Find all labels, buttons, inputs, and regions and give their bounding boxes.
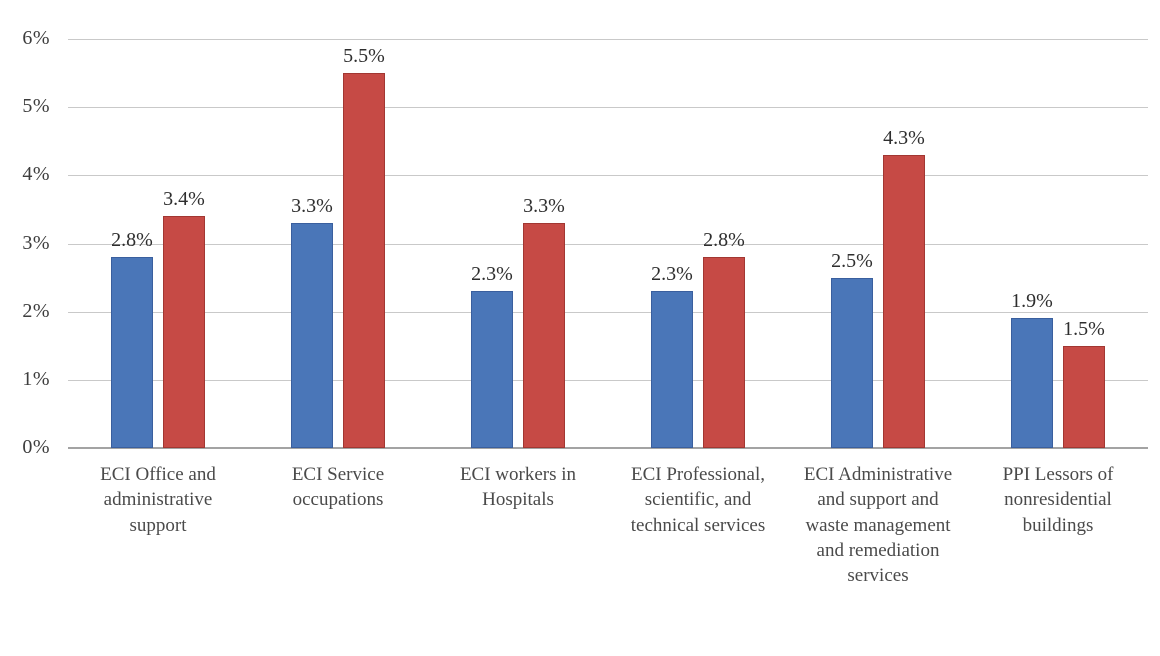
bar-red	[703, 257, 745, 448]
y-axis-tick-label: 4%	[22, 163, 50, 186]
gridline	[68, 107, 1148, 109]
gridline	[68, 243, 1148, 245]
bar-value-label: 2.3%	[471, 263, 513, 286]
bar-blue	[831, 277, 873, 448]
bar-value-label: 2.3%	[651, 263, 693, 286]
bar-red	[1063, 345, 1105, 448]
gridline	[68, 311, 1148, 313]
bar-value-label: 4.3%	[883, 126, 925, 149]
bar-value-label: 1.9%	[1011, 290, 1053, 313]
gridline	[68, 39, 1148, 40]
bar-value-label: 3.3%	[291, 195, 333, 218]
bar-value-label: 3.3%	[523, 195, 565, 218]
bar-value-label: 2.8%	[111, 229, 153, 252]
category-label: ECI Professional, scientific, and techni…	[630, 464, 766, 536]
bar-red	[883, 154, 925, 448]
y-axis-tick-label: 5%	[22, 95, 50, 118]
bar-value-label: 2.8%	[703, 229, 745, 252]
bar-red	[343, 73, 385, 448]
gridline	[68, 379, 1148, 381]
bar-value-label: 2.5%	[831, 249, 873, 272]
gridline	[68, 175, 1148, 177]
category-label: ECI Service occupations	[291, 464, 385, 511]
y-axis-tick-label: 0%	[22, 436, 50, 459]
bar-blue	[291, 223, 333, 448]
bar-blue	[651, 291, 693, 448]
category-label: PPI Lessors of nonresidential buildings	[1002, 464, 1114, 536]
bar-value-label: 5.5%	[343, 45, 385, 68]
bar-blue	[1011, 318, 1053, 448]
y-axis-tick-label: 1%	[22, 367, 50, 390]
y-axis-tick-label: 2%	[22, 299, 50, 322]
bar-blue	[471, 291, 513, 448]
bar-red	[523, 223, 565, 448]
x-axis-line	[68, 447, 1148, 449]
bar-red	[163, 216, 205, 448]
bar-value-label: 1.5%	[1063, 317, 1105, 340]
category-label: ECI workers in Hospitals	[459, 464, 577, 511]
x-axis-category-labels: ECI Office and administrative support ECI…	[68, 462, 1148, 588]
category-label: ECI Office and administrative support	[100, 464, 216, 536]
bar-value-label: 3.4%	[163, 188, 205, 211]
bar-blue	[111, 257, 153, 448]
category-label: ECI Administrative and support and waste…	[803, 464, 953, 587]
y-axis-tick-label: 3%	[22, 231, 50, 254]
y-axis-tick-label: 6%	[22, 27, 50, 50]
